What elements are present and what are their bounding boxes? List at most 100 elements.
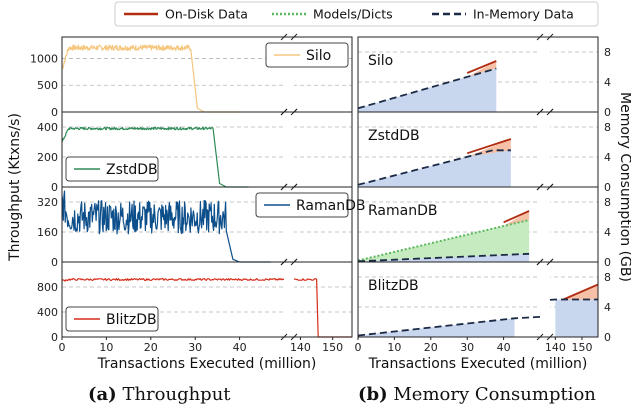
throughput-break-gap — [284, 37, 294, 112]
caption-a-tag: (a) — [88, 384, 117, 405]
memory-break-mark — [536, 333, 544, 341]
x-axis-label: Transactions Executed (million) — [97, 356, 317, 372]
models-dicts-line — [357, 219, 530, 262]
throughput-panel-ramandb: 0 160 320 RamanDB — [37, 183, 365, 269]
y-tick-label: 0 — [604, 256, 611, 269]
y-tick-label: 4 — [604, 226, 611, 239]
figure: On-Disk Data Models/Dicts In-Memory Data 0… — [7, 1, 631, 372]
memory-panel-silo: 0 4 8 Silo — [357, 33, 611, 119]
in-memory-area — [358, 150, 511, 187]
y-tick-label: 8 — [604, 46, 611, 59]
memory-break-mark — [536, 108, 544, 116]
memory-break-mark — [546, 183, 554, 191]
y-tick-label: 0 — [604, 331, 611, 344]
y-tick-label: 500 — [37, 79, 58, 92]
x-tick-label: 30 — [188, 341, 202, 354]
memory-panel-blitzdb: 0 4 8 BlitzDB 0 10 20 30 40 140 150 — [355, 258, 611, 354]
y-tick-label: 0 — [51, 331, 58, 344]
y-tick-label: 160 — [37, 226, 58, 239]
throughput-break-mark — [290, 183, 298, 191]
memory-break-gap — [540, 37, 550, 112]
caption-b-text: Memory Consumption — [393, 384, 596, 405]
x-tick-label: 150 — [322, 341, 343, 354]
x-tick-label: 0 — [59, 341, 66, 354]
x-tick-label: 140 — [290, 341, 311, 354]
x-tick-label: 10 — [99, 341, 113, 354]
y-tick-label: 4 — [604, 301, 611, 314]
x-tick-label: 30 — [460, 341, 474, 354]
throughput-series-silo — [61, 44, 240, 113]
throughput-break-mark — [290, 258, 298, 266]
y-tick-label: 8 — [604, 196, 611, 209]
in-memory-line — [357, 149, 511, 186]
panel-legend-box — [265, 42, 349, 68]
throughput-series-zstddb — [61, 126, 249, 188]
throughput-break-mark — [280, 183, 288, 191]
throughput-break-mark — [290, 33, 298, 41]
legend-label-models-dicts: Models/Dicts — [313, 7, 393, 22]
throughput-break-gap — [284, 112, 294, 187]
caption-b-tag: (b) — [358, 384, 388, 405]
caption-a: (a) Throughput — [88, 384, 231, 405]
in-memory-area — [555, 299, 598, 337]
in-memory-area — [358, 253, 530, 262]
throughput-panel-blitzdb: 0 400 800 BlitzDB 0 10 20 30 40 140 150 — [37, 258, 353, 354]
throughput-break-mark — [280, 333, 288, 341]
y-tick-label: 400 — [37, 121, 58, 134]
in-memory-area — [358, 68, 497, 112]
throughput-break-mark — [280, 33, 288, 41]
panel-frame — [357, 261, 599, 338]
legend-frame — [114, 1, 599, 27]
panel-title: Silo — [368, 53, 393, 69]
y-tick-label: 0 — [604, 106, 611, 119]
legend-label-on-disk-data: On-Disk Data — [165, 7, 248, 22]
throughput-break-gap — [284, 187, 294, 262]
y-tick-label: 400 — [37, 306, 58, 319]
y-tick-label: 4 — [604, 151, 611, 164]
y-tick-label: 0 — [51, 181, 58, 194]
memory-break-mark — [546, 108, 554, 116]
y-tick-label: 4 — [604, 76, 611, 89]
memory-break-mark — [546, 33, 554, 41]
y-axis-label: Memory Consumption (GB) — [617, 92, 631, 282]
x-tick-label: 10 — [387, 341, 401, 354]
x-axis-label: Transactions Executed (million) — [368, 356, 588, 372]
on-disk-line — [562, 283, 599, 301]
on-disk-line — [503, 210, 530, 224]
panel-legend-label: ZstdDB — [106, 162, 158, 178]
throughput-break-mark — [280, 108, 288, 116]
caption-a-text: Throughput — [122, 384, 231, 405]
y-tick-label: 1000 — [30, 52, 58, 65]
memory-break-gap — [540, 262, 550, 337]
x-tick-label: 40 — [497, 341, 511, 354]
models-dicts-area — [358, 220, 530, 262]
legend: On-Disk Data Models/Dicts In-Memory Data — [114, 1, 599, 27]
memory-break-mark — [536, 258, 544, 266]
caption-b: (b) Memory Consumption — [358, 384, 596, 405]
throughput-panel-silo: 0 500 1000 Silo — [30, 33, 353, 119]
memory-break-mark — [536, 33, 544, 41]
panel-legend-label: BlitzDB — [106, 312, 157, 328]
throughput-break-mark — [290, 333, 298, 341]
in-memory-line — [357, 252, 530, 263]
on-disk-area — [467, 61, 497, 77]
throughput-break-gap — [284, 262, 294, 337]
x-tick-label: 40 — [233, 341, 247, 354]
memory-break-mark — [546, 333, 554, 341]
y-tick-label: 8 — [604, 121, 611, 134]
x-tick-label: 20 — [424, 341, 438, 354]
memory-break-mark — [536, 183, 544, 191]
memory-panel-ramandb: 0 4 8 RamanDB — [357, 183, 611, 269]
panel-legend-label: Silo — [306, 48, 331, 64]
memory-break-mark — [546, 258, 554, 266]
panel-title: RamanDB — [368, 203, 437, 219]
y-tick-label: 0 — [51, 106, 58, 119]
x-tick-label: 150 — [572, 341, 593, 354]
y-tick-label: 0 — [51, 256, 58, 269]
memory-panel-zstddb: 0 4 8 ZstdDB — [357, 108, 611, 194]
y-tick-label: 0 — [604, 181, 611, 194]
throughput-panel-zstddb: 0 200 400 ZstdDB — [37, 108, 353, 194]
panel-title: ZstdDB — [368, 128, 420, 144]
legend-label-in-memory-data: In-Memory Data — [473, 7, 574, 22]
